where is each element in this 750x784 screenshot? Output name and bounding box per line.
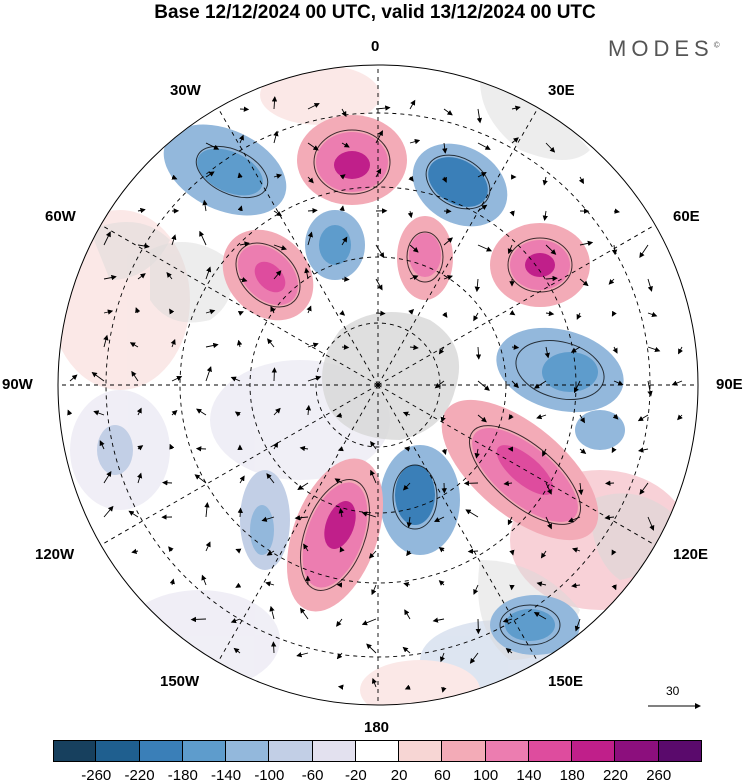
map-field [40, 40, 720, 740]
colorbar-swatch [399, 740, 442, 762]
colorbar-swatch [269, 740, 312, 762]
colorbar-tick-label: -180 [168, 767, 198, 784]
longitude-label-150e: 150E [548, 673, 583, 690]
colorbar-swatch [96, 740, 139, 762]
colorbar-swatch [442, 740, 485, 762]
colorbar-swatch [529, 740, 572, 762]
colorbar-tick-label: 100 [473, 767, 498, 784]
colorbar-swatch [572, 740, 615, 762]
wind-vector [342, 279, 349, 280]
colorbar-tick-label: -20 [345, 767, 367, 784]
colorbar-tick-label: 260 [646, 767, 671, 784]
colorbar-tick-label: 140 [516, 767, 541, 784]
colorbar-tick-label: -140 [211, 767, 241, 784]
wind-vector [606, 483, 614, 484]
colorbar-swatch [659, 740, 702, 762]
longitude-label-90w: 90W [2, 376, 33, 393]
longitude-label-60e: 60E [673, 208, 700, 225]
longitude-label-180: 180 [364, 719, 389, 736]
longitude-label-120w: 120W [35, 546, 74, 563]
colorbar-tick-label: 20 [391, 767, 408, 784]
colorbar-swatch [140, 740, 183, 762]
wind-vector [274, 368, 275, 381]
longitude-label-150w: 150W [160, 673, 199, 690]
wind-vector [469, 551, 478, 552]
longitude-label-0: 0 [371, 38, 379, 55]
colorbar-swatch [183, 740, 226, 762]
wind-vector [376, 313, 385, 314]
wind-vector [163, 483, 172, 484]
wind-vector [240, 508, 241, 517]
colorbar-tick-label: -260 [81, 767, 111, 784]
longitude-label-30w: 30W [170, 82, 201, 99]
wind-vector [192, 619, 207, 620]
colorbar-tick-label: 180 [560, 767, 585, 784]
colorbar-swatch [615, 740, 658, 762]
longitude-label-30e: 30E [548, 82, 575, 99]
colorbar-swatch [356, 740, 399, 762]
wind-vector [342, 347, 348, 348]
colorbar-swatch [53, 740, 96, 762]
colorbar-tick-label: -220 [125, 767, 155, 784]
colorbar-tick-label: -60 [302, 767, 324, 784]
longitude-label-60w: 60W [45, 208, 76, 225]
colorbar-swatch [313, 740, 356, 762]
colorbar-tick-label: 60 [434, 767, 451, 784]
reference-vector-label: 30 [666, 684, 679, 698]
colorbar-tick-label: 220 [603, 767, 628, 784]
longitude-label-90e: 90E [716, 376, 743, 393]
longitude-label-120e: 120E [673, 546, 708, 563]
colorbar-swatch [226, 740, 269, 762]
colorbar-tick-label: -100 [254, 767, 284, 784]
wind-vector [273, 642, 274, 653]
colorbar-swatch [486, 740, 529, 762]
